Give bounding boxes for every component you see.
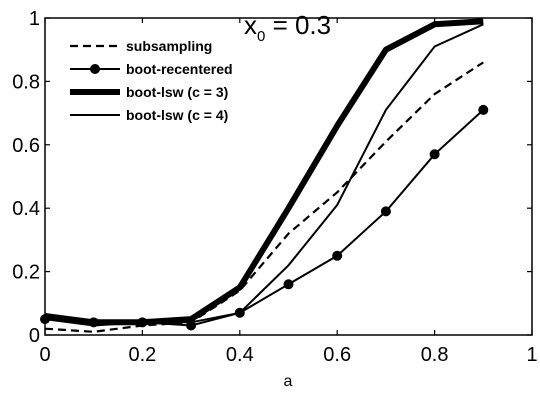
x-tick-label: 0	[39, 344, 50, 366]
y-tick-label: 1	[29, 8, 40, 30]
y-tick-label: 0.4	[12, 198, 40, 220]
series-point-1	[332, 250, 343, 261]
axis-ticks: 0 0.2 0.4 0.6 0.8 1 0 0.2 0.4 0.6 0.8 1	[12, 8, 537, 366]
series-layer	[40, 18, 489, 333]
legend-label-1: boot-recentered	[126, 61, 233, 77]
x-tick-label: 0.8	[421, 344, 449, 366]
plot-frame	[44, 17, 533, 336]
x-tick-label: 1	[526, 344, 537, 366]
series-point-1	[429, 149, 440, 160]
legend-marker-1	[90, 64, 100, 74]
series-line-2	[44, 18, 484, 326]
legend: subsampling boot-recentered boot-lsw (c = …	[70, 38, 233, 123]
series-point-1	[478, 104, 489, 115]
series-point-1	[380, 206, 391, 217]
legend-label-2: boot-lsw (c = 3)	[126, 84, 228, 100]
legend-label-3: boot-lsw (c = 4)	[126, 107, 228, 123]
x-tick-label: 0.2	[128, 344, 156, 366]
series-point-1	[186, 320, 197, 331]
series-point-1	[234, 307, 245, 318]
series-point-1	[283, 279, 294, 290]
x-axis-label: a	[284, 373, 293, 390]
y-tick-label: 0.8	[12, 71, 40, 93]
series-line-0	[44, 61, 484, 333]
legend-label-0: subsampling	[126, 38, 212, 54]
y-tick-label: 0.6	[12, 135, 40, 157]
x-tick-label: 0.6	[323, 344, 351, 366]
y-tick-label: 0.2	[12, 262, 40, 284]
x-tick-label: 0.4	[226, 344, 254, 366]
chart-title: x0 = 0.3	[244, 10, 331, 45]
series-line-1	[44, 109, 484, 327]
y-tick-label: 0	[29, 325, 40, 347]
